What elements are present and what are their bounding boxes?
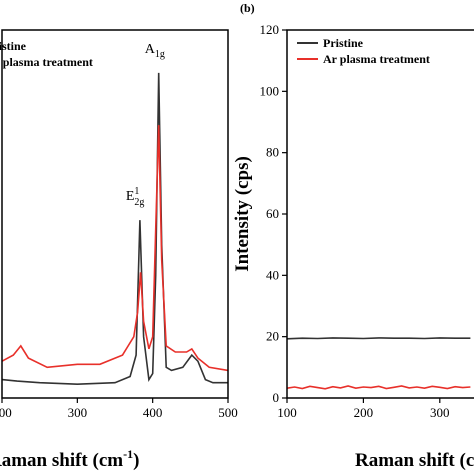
- plot-frame: [286, 29, 474, 399]
- x-label-tail: ): [133, 450, 139, 471]
- annotation-sub: 2g: [134, 197, 144, 208]
- panel-label: (b): [240, 1, 255, 15]
- y-tick-label: 120: [260, 22, 280, 37]
- annotation-text: A: [145, 42, 156, 57]
- y-tick-label: 100: [260, 83, 280, 98]
- y-axis-label: Intensity (cps): [232, 156, 253, 272]
- legend-label: Pristine: [323, 36, 364, 50]
- x-label-text: Raman shift (cm: [0, 450, 123, 471]
- legend-label: Pristine: [0, 39, 27, 53]
- peak-annotation: E1 2g: [126, 186, 145, 208]
- y-tick-label: 0: [273, 390, 280, 405]
- x-axis-label: Raman shift (cm-1): [0, 447, 139, 471]
- series-line: [1, 125, 229, 372]
- annotation-text: E: [126, 189, 135, 204]
- series-line: [286, 385, 471, 390]
- plot-frame: [1, 29, 229, 399]
- x-tick-label: 400: [143, 405, 163, 420]
- y-tick-label: 20: [266, 329, 279, 344]
- x-label-text: Raman shift (cm: [355, 450, 474, 471]
- y-tick-label: 40: [266, 267, 279, 282]
- series-line: [1, 72, 228, 386]
- x-tick-label: 300: [68, 405, 88, 420]
- x-tick-label: 100: [277, 405, 297, 420]
- series-line: [286, 337, 471, 340]
- peak-annotation: A1g: [145, 42, 165, 60]
- x-tick-label: 200: [354, 405, 374, 420]
- panel: 100 200 300 0 20 40 60 80 100 120 Raman shift (cm-…: [232, 1, 474, 471]
- annotation-sup: 1: [134, 186, 139, 197]
- x-axis-label: Raman shift (cm-1): [355, 447, 474, 471]
- y-tick-label: 60: [266, 206, 279, 221]
- x-tick-label: 200: [0, 405, 12, 420]
- x-tick-label: 300: [430, 405, 450, 420]
- y-tick-label: 80: [266, 145, 279, 160]
- x-label-sup: -1: [123, 447, 133, 461]
- panel: 200 300 400 500 Raman shift (cm-1) Pristine Ar…: [0, 29, 238, 471]
- x-tick-label: 500: [218, 405, 238, 420]
- annotation-sub: 1g: [155, 49, 165, 60]
- legend-label: Ar plasma treatment: [0, 55, 93, 69]
- legend-label: Ar plasma treatment: [323, 52, 430, 66]
